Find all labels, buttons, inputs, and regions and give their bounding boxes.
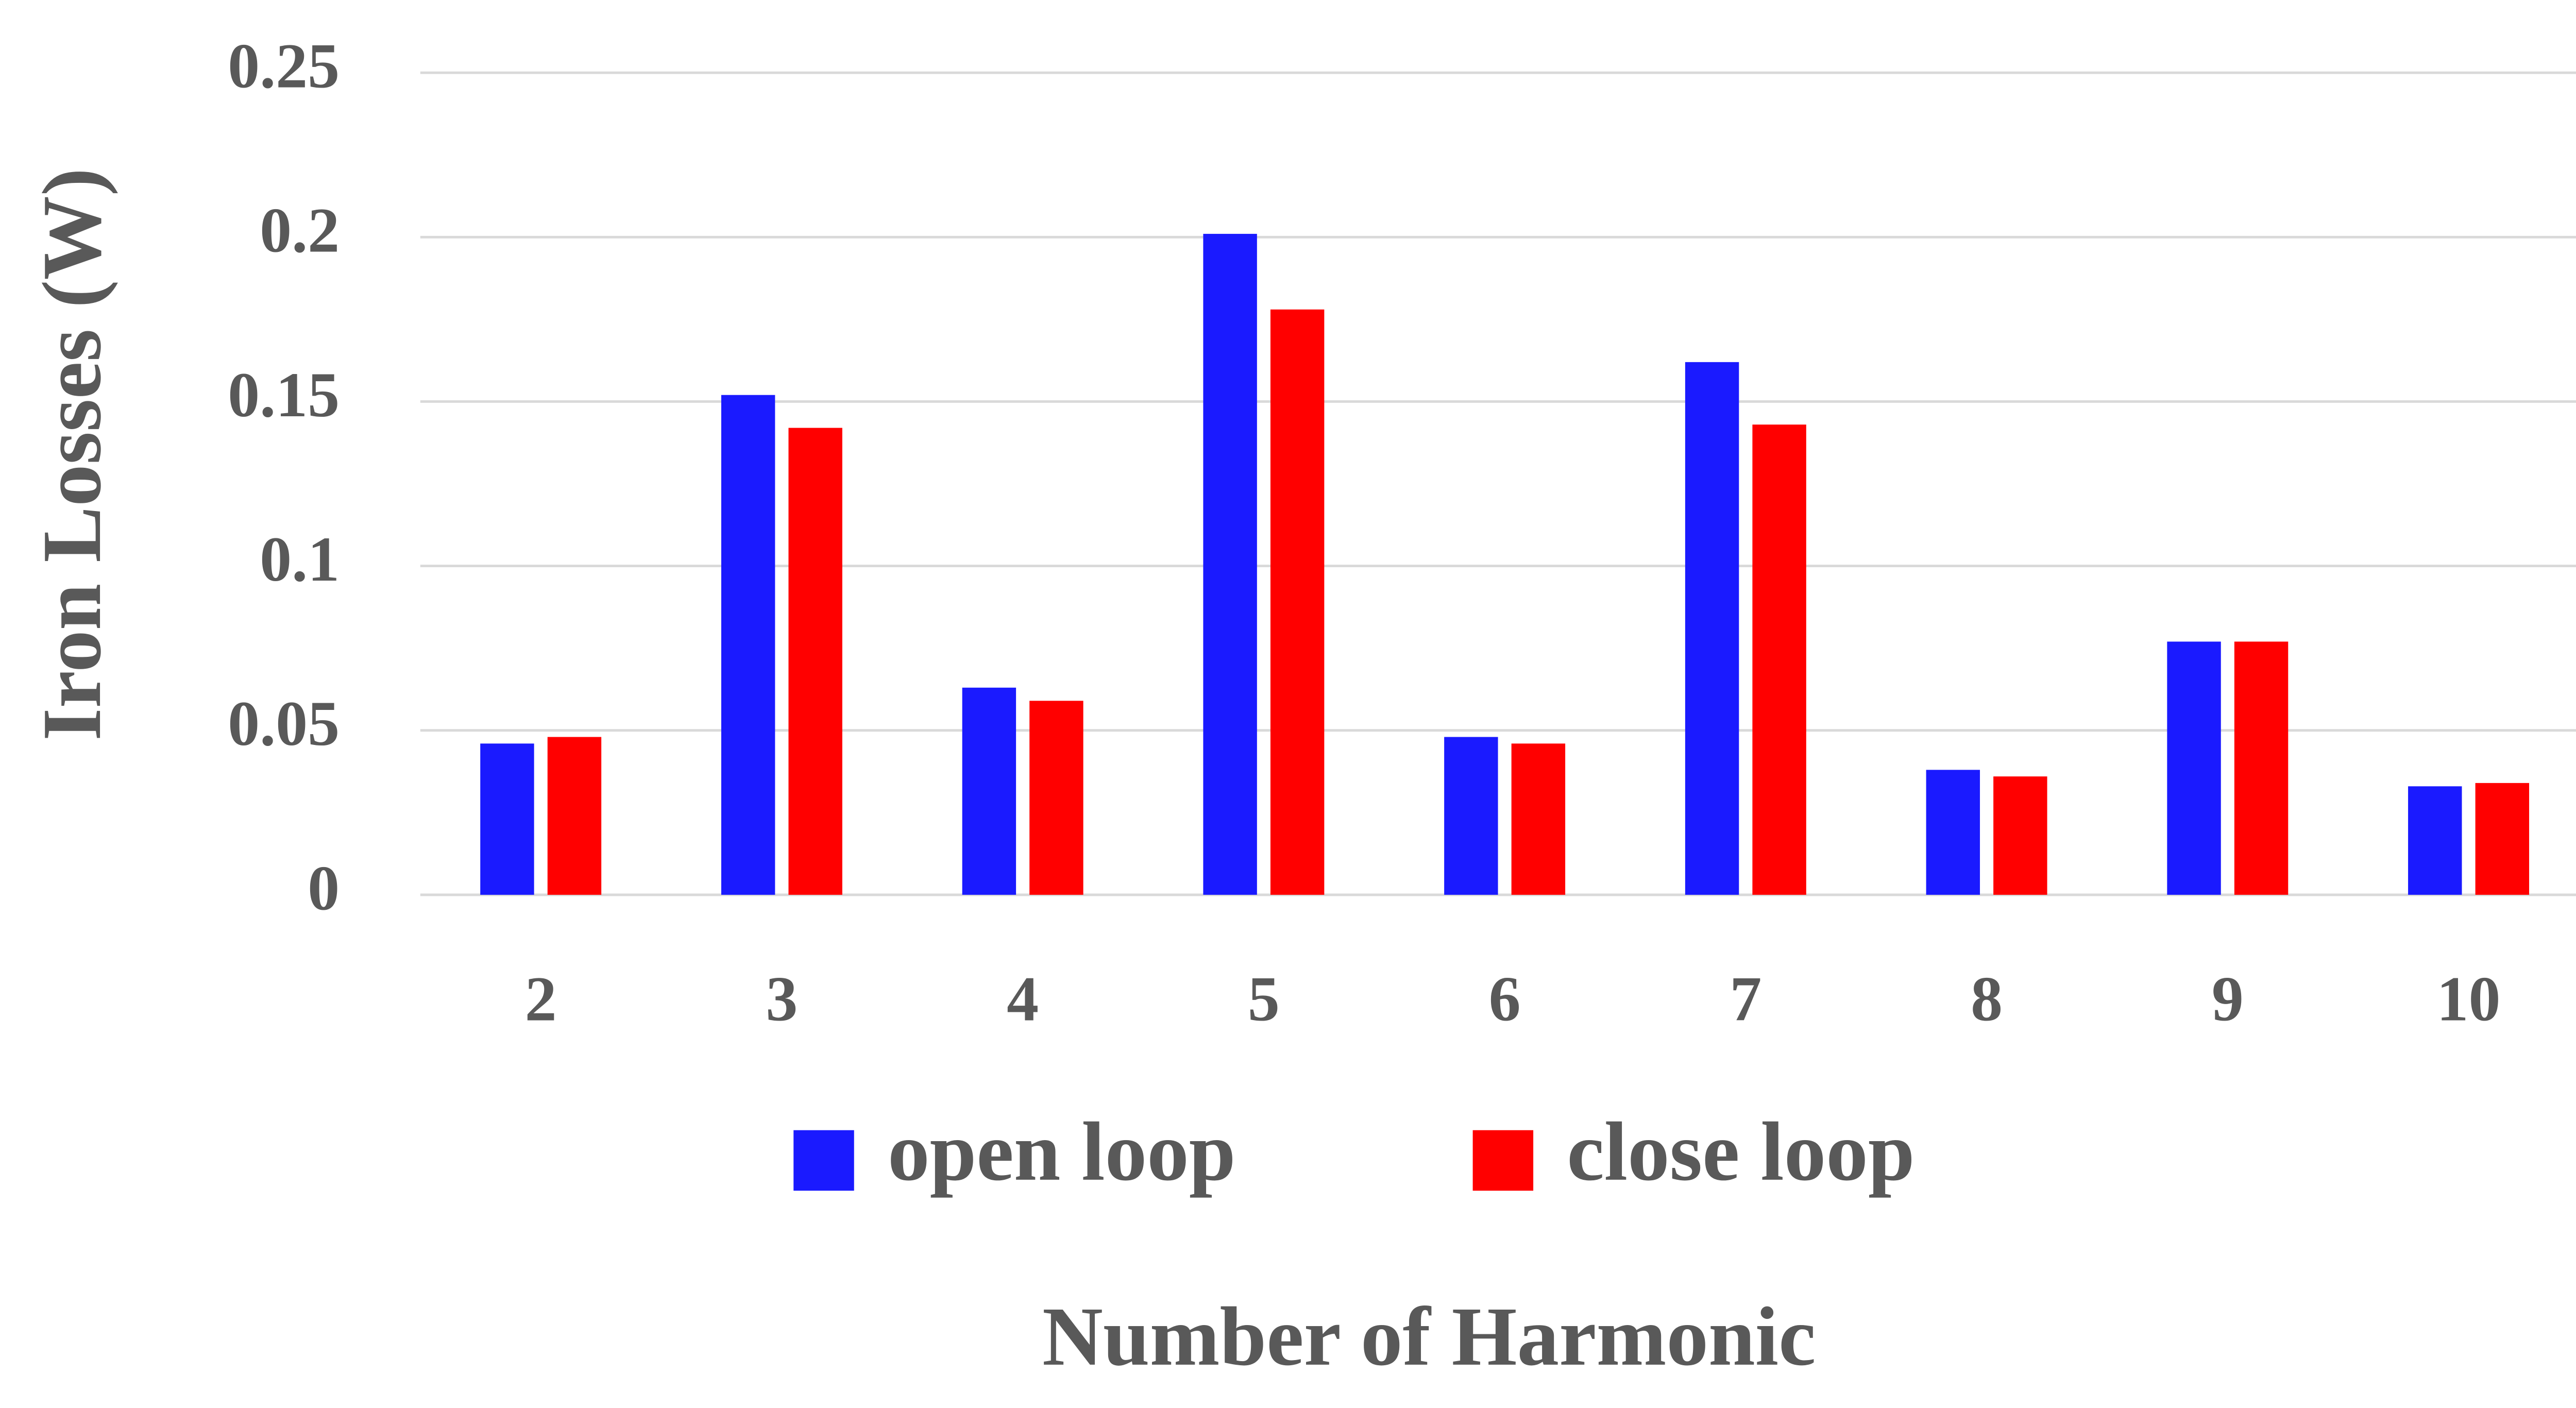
y-tick-label: 0.1 [260, 524, 340, 595]
x-tick-label: 7 [1730, 964, 1761, 1034]
legend-swatch [793, 1130, 854, 1191]
bar [788, 428, 842, 895]
y-tick-label: 0.25 [228, 31, 340, 101]
legend-label: close loop [1567, 1106, 1914, 1198]
bar [1926, 770, 1980, 895]
x-tick-label: 8 [1971, 964, 2003, 1034]
bar [1444, 737, 1498, 895]
x-tick-label: 3 [766, 964, 798, 1034]
x-tick-label: 6 [1489, 964, 1521, 1034]
x-tick-label: 9 [2212, 964, 2244, 1034]
bar [1993, 776, 2047, 895]
bar [2234, 641, 2289, 895]
bar [2475, 783, 2530, 895]
y-tick-label: 0.15 [228, 360, 340, 430]
bar [1203, 233, 1257, 895]
x-tick-label: 4 [1007, 964, 1039, 1034]
legend-label: open loop [888, 1106, 1235, 1198]
bar [2408, 786, 2462, 895]
bar [1270, 309, 1325, 895]
bar [1752, 425, 1806, 895]
bar [547, 737, 602, 895]
y-tick-label: 0.05 [228, 688, 340, 759]
y-tick-label: 0.2 [260, 195, 340, 266]
legend-swatch [1472, 1130, 1534, 1191]
bar [962, 687, 1016, 895]
bar [1685, 362, 1739, 895]
bar [1029, 701, 1083, 895]
bar [480, 743, 534, 895]
x-tick-label: 10 [2437, 964, 2501, 1034]
bar [721, 395, 775, 895]
y-tick-label: 0 [308, 853, 340, 923]
bar [1511, 743, 1566, 895]
y-axis-title: Iron Losses (W) [26, 168, 118, 741]
x-tick-label: 2 [525, 964, 557, 1034]
x-tick-label: 5 [1248, 964, 1280, 1034]
bar [2167, 641, 2221, 895]
x-axis-title: Number of Harmonic [1042, 1291, 1816, 1383]
